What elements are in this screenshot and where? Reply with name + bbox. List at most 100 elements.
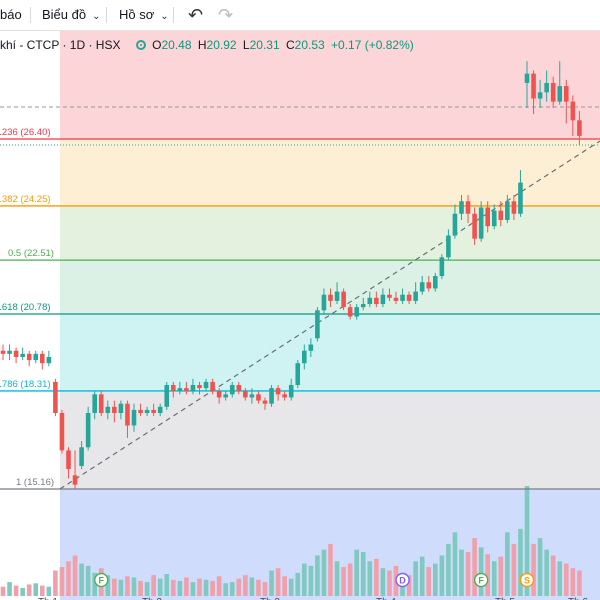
candle-body (452, 213, 458, 236)
candle-body (439, 257, 445, 277)
fib-level-label: 0.618 (20.78) (0, 302, 51, 313)
candle-body (511, 201, 517, 214)
candle-body (498, 210, 504, 220)
candle-body (485, 207, 490, 227)
volume-bar (531, 543, 536, 596)
candle-body (164, 384, 170, 407)
candle-body (118, 403, 124, 414)
toolbar-divider (106, 7, 107, 23)
volume-bar (79, 563, 84, 596)
candle-body (531, 73, 536, 99)
alerts-button[interactable]: báo (0, 0, 22, 30)
candle-body (40, 353, 45, 364)
event-marker-financial[interactable] (94, 572, 109, 588)
candle-body (66, 450, 71, 470)
price-chart[interactable]: 0.236 (26.40) 0.382 (24.25) 0.5 (22.51) 0.6… (0, 31, 600, 600)
chart-canvas[interactable]: 0.236 (26.40) 0.382 (24.25) 0.5 (22.51) 0.6… (0, 31, 600, 600)
volume-bar (472, 538, 477, 596)
volume-bar (262, 582, 268, 596)
market-status-icon (135, 40, 146, 50)
high-value: 20.92 (206, 38, 237, 52)
time-axis-label: Th 4 (376, 597, 396, 600)
volume-bar (66, 561, 71, 596)
volume-bar (177, 580, 183, 596)
candle-body (406, 294, 412, 301)
volume-bar (387, 570, 392, 596)
candle-body (544, 82, 549, 93)
volume-bar (524, 486, 530, 596)
volume-bar (7, 582, 12, 596)
volume-bar (557, 561, 563, 596)
volume-bar (33, 583, 39, 596)
candle-body (367, 297, 373, 305)
profile-button[interactable]: Hồ sơ ⌄ (119, 0, 169, 30)
volume-bar (171, 579, 176, 596)
candle-body (0, 350, 6, 354)
volume-bar (243, 575, 248, 596)
candle-body (85, 413, 91, 448)
candle-body (26, 353, 32, 361)
candle-body (321, 294, 327, 311)
candle-body (144, 409, 150, 414)
candle-body (112, 406, 117, 414)
chart-type-button[interactable]: Biểu đồ ⌄ (42, 0, 100, 30)
alerts-label: báo (0, 7, 22, 22)
fib-level-label: 0.382 (24.25) (0, 194, 51, 205)
volume-bar (419, 556, 425, 596)
candle-body (98, 394, 104, 414)
symbol-legend: khí - CTCP · 1D · HSX O20.48 H20.92 L20.… (0, 35, 417, 55)
chevron-down-icon: ⌄ (160, 11, 169, 22)
time-axis-label: Th 6 (568, 597, 588, 600)
volume-bar (413, 561, 418, 596)
volume-bar (406, 575, 412, 596)
redo-icon[interactable]: ↷ (218, 5, 234, 25)
volume-bar (151, 575, 156, 596)
volume-bar (118, 579, 124, 596)
event-marker-letter: F (478, 576, 484, 586)
candle-body (243, 391, 248, 398)
candle-body (53, 381, 58, 414)
volume-bar (518, 528, 523, 596)
volume-bar (354, 549, 359, 596)
candle-body (171, 384, 176, 392)
volume-bar (374, 558, 379, 596)
volume-bar (433, 563, 438, 596)
volume-bar (308, 565, 314, 596)
volume-bar (341, 567, 346, 596)
high-label: H (197, 38, 207, 52)
event-marker-letter: D (399, 576, 406, 586)
event-marker-letter: F (99, 576, 105, 586)
volume-bar (544, 549, 549, 596)
volume-bar (446, 543, 451, 596)
volume-bar (550, 555, 556, 596)
close-label: C (285, 38, 295, 52)
volume-bar (537, 538, 543, 596)
event-marker-dividend[interactable] (395, 572, 410, 588)
toolbar-divider (173, 7, 174, 23)
candle-body (537, 92, 543, 99)
volume-bar (439, 555, 445, 596)
low-value: 20.31 (249, 38, 280, 52)
candle-body (334, 291, 340, 301)
open-label: O (152, 38, 162, 52)
volume-bar (459, 549, 464, 596)
candle-body (262, 400, 268, 404)
fib-level-label: 0.236 (26.40) (0, 127, 51, 138)
fib-level-label: 1 (15.16) (16, 477, 54, 488)
candle-body (288, 384, 294, 398)
candle-body (393, 297, 399, 301)
event-marker-financial[interactable] (473, 572, 489, 588)
volume-bar (302, 563, 307, 596)
candle-body (505, 201, 510, 220)
candle-body (295, 363, 301, 385)
candle-body (347, 307, 353, 317)
volume-bar (380, 568, 386, 596)
undo-icon[interactable]: ↶ (188, 5, 204, 25)
volume-bar (236, 578, 242, 596)
fib-band-4 (60, 314, 600, 391)
candle-body (308, 344, 314, 351)
candle-body (570, 101, 576, 121)
event-marker-split[interactable] (519, 572, 535, 588)
volume-bar (367, 561, 373, 596)
symbol-title[interactable]: khí - CTCP · 1D · HSX (0, 38, 121, 52)
